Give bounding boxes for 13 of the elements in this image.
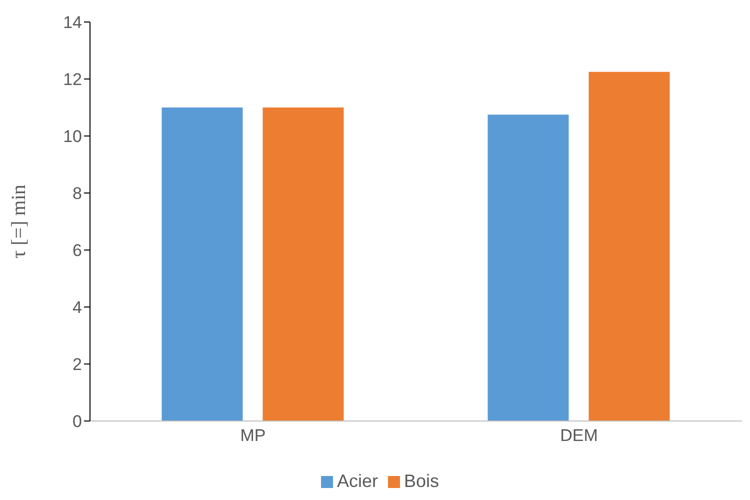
y-tick-label: 0 <box>72 412 82 432</box>
y-tick-label: 10 <box>63 127 82 146</box>
y-tick-label: 2 <box>72 355 82 374</box>
y-tick-label: 4 <box>72 298 82 318</box>
y-tick-label: 8 <box>72 184 82 204</box>
x-tick-label: MP <box>240 426 266 446</box>
legend-label: Bois <box>404 471 440 491</box>
y-tick-label: 14 <box>63 13 82 32</box>
legend-label: Acier <box>336 471 378 491</box>
y-tick-label: 12 <box>63 70 82 90</box>
y-tick-label: 6 <box>72 241 82 260</box>
x-tick-label: DEM <box>560 426 598 446</box>
y-axis-title: τ [=] min <box>8 184 30 258</box>
